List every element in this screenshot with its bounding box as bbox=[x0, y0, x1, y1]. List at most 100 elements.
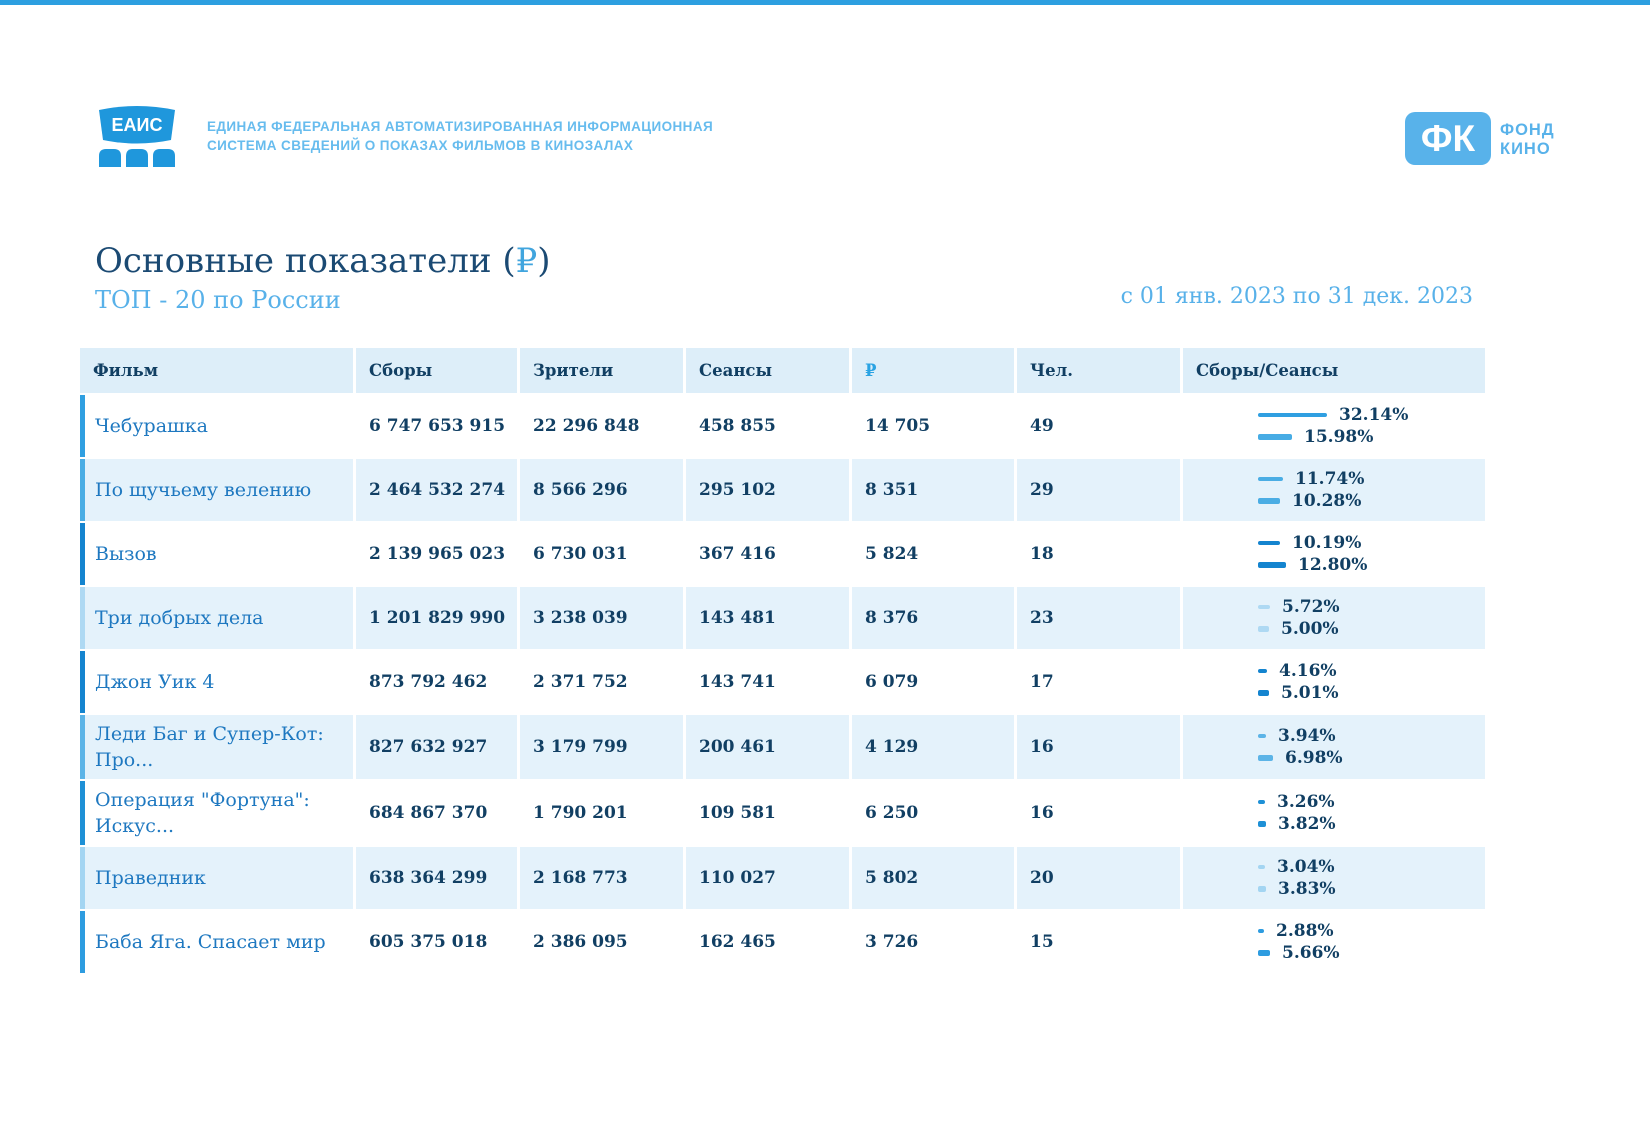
paren-close: ) bbox=[537, 241, 551, 281]
sessions-share-label: 5.00% bbox=[1281, 619, 1339, 639]
sessions-cell: 200 461 bbox=[686, 715, 849, 779]
column-header-2: Зрители bbox=[520, 348, 683, 393]
fees-share-label: 3.04% bbox=[1277, 857, 1335, 877]
people-cell: 15 bbox=[1017, 911, 1180, 973]
sessions-share-line: 6.98% bbox=[1258, 748, 1343, 768]
fees-cell: 605 375 018 bbox=[356, 911, 517, 973]
sessions-share-bar bbox=[1258, 950, 1270, 956]
fees-share-line: 10.19% bbox=[1258, 533, 1362, 553]
row-accent-bar bbox=[80, 651, 85, 713]
row-accent-bar bbox=[80, 847, 85, 909]
fees-share-label: 4.16% bbox=[1279, 661, 1337, 681]
film-name[interactable]: Леди Баг и Супер-Кот: Про... bbox=[95, 723, 324, 771]
sessions-cell: 143 481 bbox=[686, 587, 849, 649]
column-header-6: Сборы/Сеансы bbox=[1183, 348, 1485, 393]
sessions-share-label: 12.80% bbox=[1298, 555, 1368, 575]
sessions-share-label: 5.01% bbox=[1281, 683, 1339, 703]
film-name[interactable]: По щучьему велению bbox=[95, 479, 312, 501]
viewers-cell: 6 730 031 bbox=[520, 523, 683, 585]
sessions-share-line: 3.83% bbox=[1258, 879, 1336, 899]
film-cell: Операция "Фортуна": Искус... bbox=[80, 781, 353, 845]
sessions-share-bar bbox=[1258, 886, 1266, 892]
rub-cell: 5 802 bbox=[852, 847, 1014, 909]
fees-share-line: 5.72% bbox=[1258, 597, 1340, 617]
column-header-4: ₽ bbox=[852, 348, 1014, 393]
sessions-cell: 295 102 bbox=[686, 459, 849, 521]
table-header-row: Фильм Сборы Зрители Сеансы ₽ Чел. Сборы/Сеансы bbox=[80, 348, 1485, 393]
film-cell: Леди Баг и Супер-Кот: Про... bbox=[80, 715, 353, 779]
film-name[interactable]: Чебурашка bbox=[95, 415, 208, 437]
fees-share-line: 2.88% bbox=[1258, 921, 1334, 941]
fees-cell: 684 867 370 bbox=[356, 781, 517, 845]
shares-cell: 10.19% 12.80% bbox=[1183, 523, 1485, 585]
shares-cell: 3.04% 3.83% bbox=[1183, 847, 1485, 909]
viewers-cell: 1 790 201 bbox=[520, 781, 683, 845]
row-accent-bar bbox=[80, 395, 85, 457]
table-row: Праведник 638 364 299 2 168 773 110 027 5 80… bbox=[80, 847, 1485, 909]
fees-share-bar bbox=[1258, 413, 1327, 417]
shares-cell: 5.72% 5.00% bbox=[1183, 587, 1485, 649]
column-header-3: Сеансы bbox=[686, 348, 849, 393]
sessions-cell: 110 027 bbox=[686, 847, 849, 909]
viewers-cell: 3 238 039 bbox=[520, 587, 683, 649]
sessions-share-bar bbox=[1258, 434, 1292, 440]
table-row: Три добрых дела 1 201 829 990 3 238 039 143… bbox=[80, 587, 1485, 649]
fees-share-bar bbox=[1258, 669, 1267, 673]
rub-cell: 6 079 bbox=[852, 651, 1014, 713]
sessions-share-bar bbox=[1258, 498, 1280, 504]
film-cell: Баба Яга. Спасает мир bbox=[80, 911, 353, 973]
film-name[interactable]: Вызов bbox=[95, 543, 157, 565]
viewers-cell: 2 386 095 bbox=[520, 911, 683, 973]
table-row: По щучьему велению 2 464 532 274 8 566 296… bbox=[80, 459, 1485, 521]
row-accent-bar bbox=[80, 587, 85, 649]
fees-cell: 6 747 653 915 bbox=[356, 395, 517, 457]
people-cell: 16 bbox=[1017, 715, 1180, 779]
column-header-5: Чел. bbox=[1017, 348, 1180, 393]
viewers-cell: 8 566 296 bbox=[520, 459, 683, 521]
rub-cell: 8 376 bbox=[852, 587, 1014, 649]
sessions-share-line: 15.98% bbox=[1258, 427, 1373, 447]
fees-share-label: 10.19% bbox=[1292, 533, 1362, 553]
film-cell: По щучьему велению bbox=[80, 459, 353, 521]
table-row: Вызов 2 139 965 023 6 730 031 367 416 5 824 1… bbox=[80, 523, 1485, 585]
rub-cell: 6 250 bbox=[852, 781, 1014, 845]
people-cell: 16 bbox=[1017, 781, 1180, 845]
fees-share-bar bbox=[1258, 929, 1264, 933]
page-title: Основные показатели (₽) bbox=[95, 241, 550, 281]
viewers-cell: 2 371 752 bbox=[520, 651, 683, 713]
film-cell: Три добрых дела bbox=[80, 587, 353, 649]
table-body: Чебурашка 6 747 653 915 22 296 848 458 855 1… bbox=[80, 395, 1485, 973]
film-name[interactable]: Операция "Фортуна": Искус... bbox=[95, 789, 310, 837]
sessions-share-line: 5.00% bbox=[1258, 619, 1339, 639]
row-accent-bar bbox=[80, 911, 85, 973]
fees-cell: 2 464 532 274 bbox=[356, 459, 517, 521]
sessions-share-bar bbox=[1258, 690, 1269, 696]
film-name[interactable]: Праведник bbox=[95, 867, 206, 889]
sessions-share-line: 3.82% bbox=[1258, 814, 1336, 834]
fees-cell: 638 364 299 bbox=[356, 847, 517, 909]
row-accent-bar bbox=[80, 459, 85, 521]
sessions-share-line: 12.80% bbox=[1258, 555, 1368, 575]
top20-table: Фильм Сборы Зрители Сеансы ₽ Чел. Сборы/Сеансы… bbox=[80, 348, 1485, 973]
sessions-cell: 162 465 bbox=[686, 911, 849, 973]
fond-kino-logo-text: ФК bbox=[1420, 117, 1476, 159]
sessions-share-line: 5.01% bbox=[1258, 683, 1339, 703]
film-name[interactable]: Баба Яга. Спасает мир bbox=[95, 931, 326, 953]
people-cell: 18 bbox=[1017, 523, 1180, 585]
sessions-share-line: 5.66% bbox=[1258, 943, 1340, 963]
shares-cell: 32.14% 15.98% bbox=[1183, 395, 1485, 457]
row-accent-bar bbox=[80, 523, 85, 585]
sessions-share-bar bbox=[1258, 562, 1286, 568]
film-name[interactable]: Джон Уик 4 bbox=[95, 671, 215, 693]
fees-share-bar bbox=[1258, 865, 1265, 869]
fees-cell: 873 792 462 bbox=[356, 651, 517, 713]
eais-description-line1: ЕДИНАЯ ФЕДЕРАЛЬНАЯ АВТОМАТИЗИРОВАННАЯ ИН… bbox=[207, 119, 714, 134]
fees-share-bar bbox=[1258, 605, 1270, 609]
fees-share-line: 3.94% bbox=[1258, 726, 1336, 746]
film-name[interactable]: Три добрых дела bbox=[95, 607, 264, 629]
sessions-share-label: 6.98% bbox=[1285, 748, 1343, 768]
page-title-text: Основные показатели bbox=[95, 241, 503, 281]
rub-cell: 8 351 bbox=[852, 459, 1014, 521]
fees-share-bar bbox=[1258, 800, 1265, 804]
viewers-cell: 3 179 799 bbox=[520, 715, 683, 779]
